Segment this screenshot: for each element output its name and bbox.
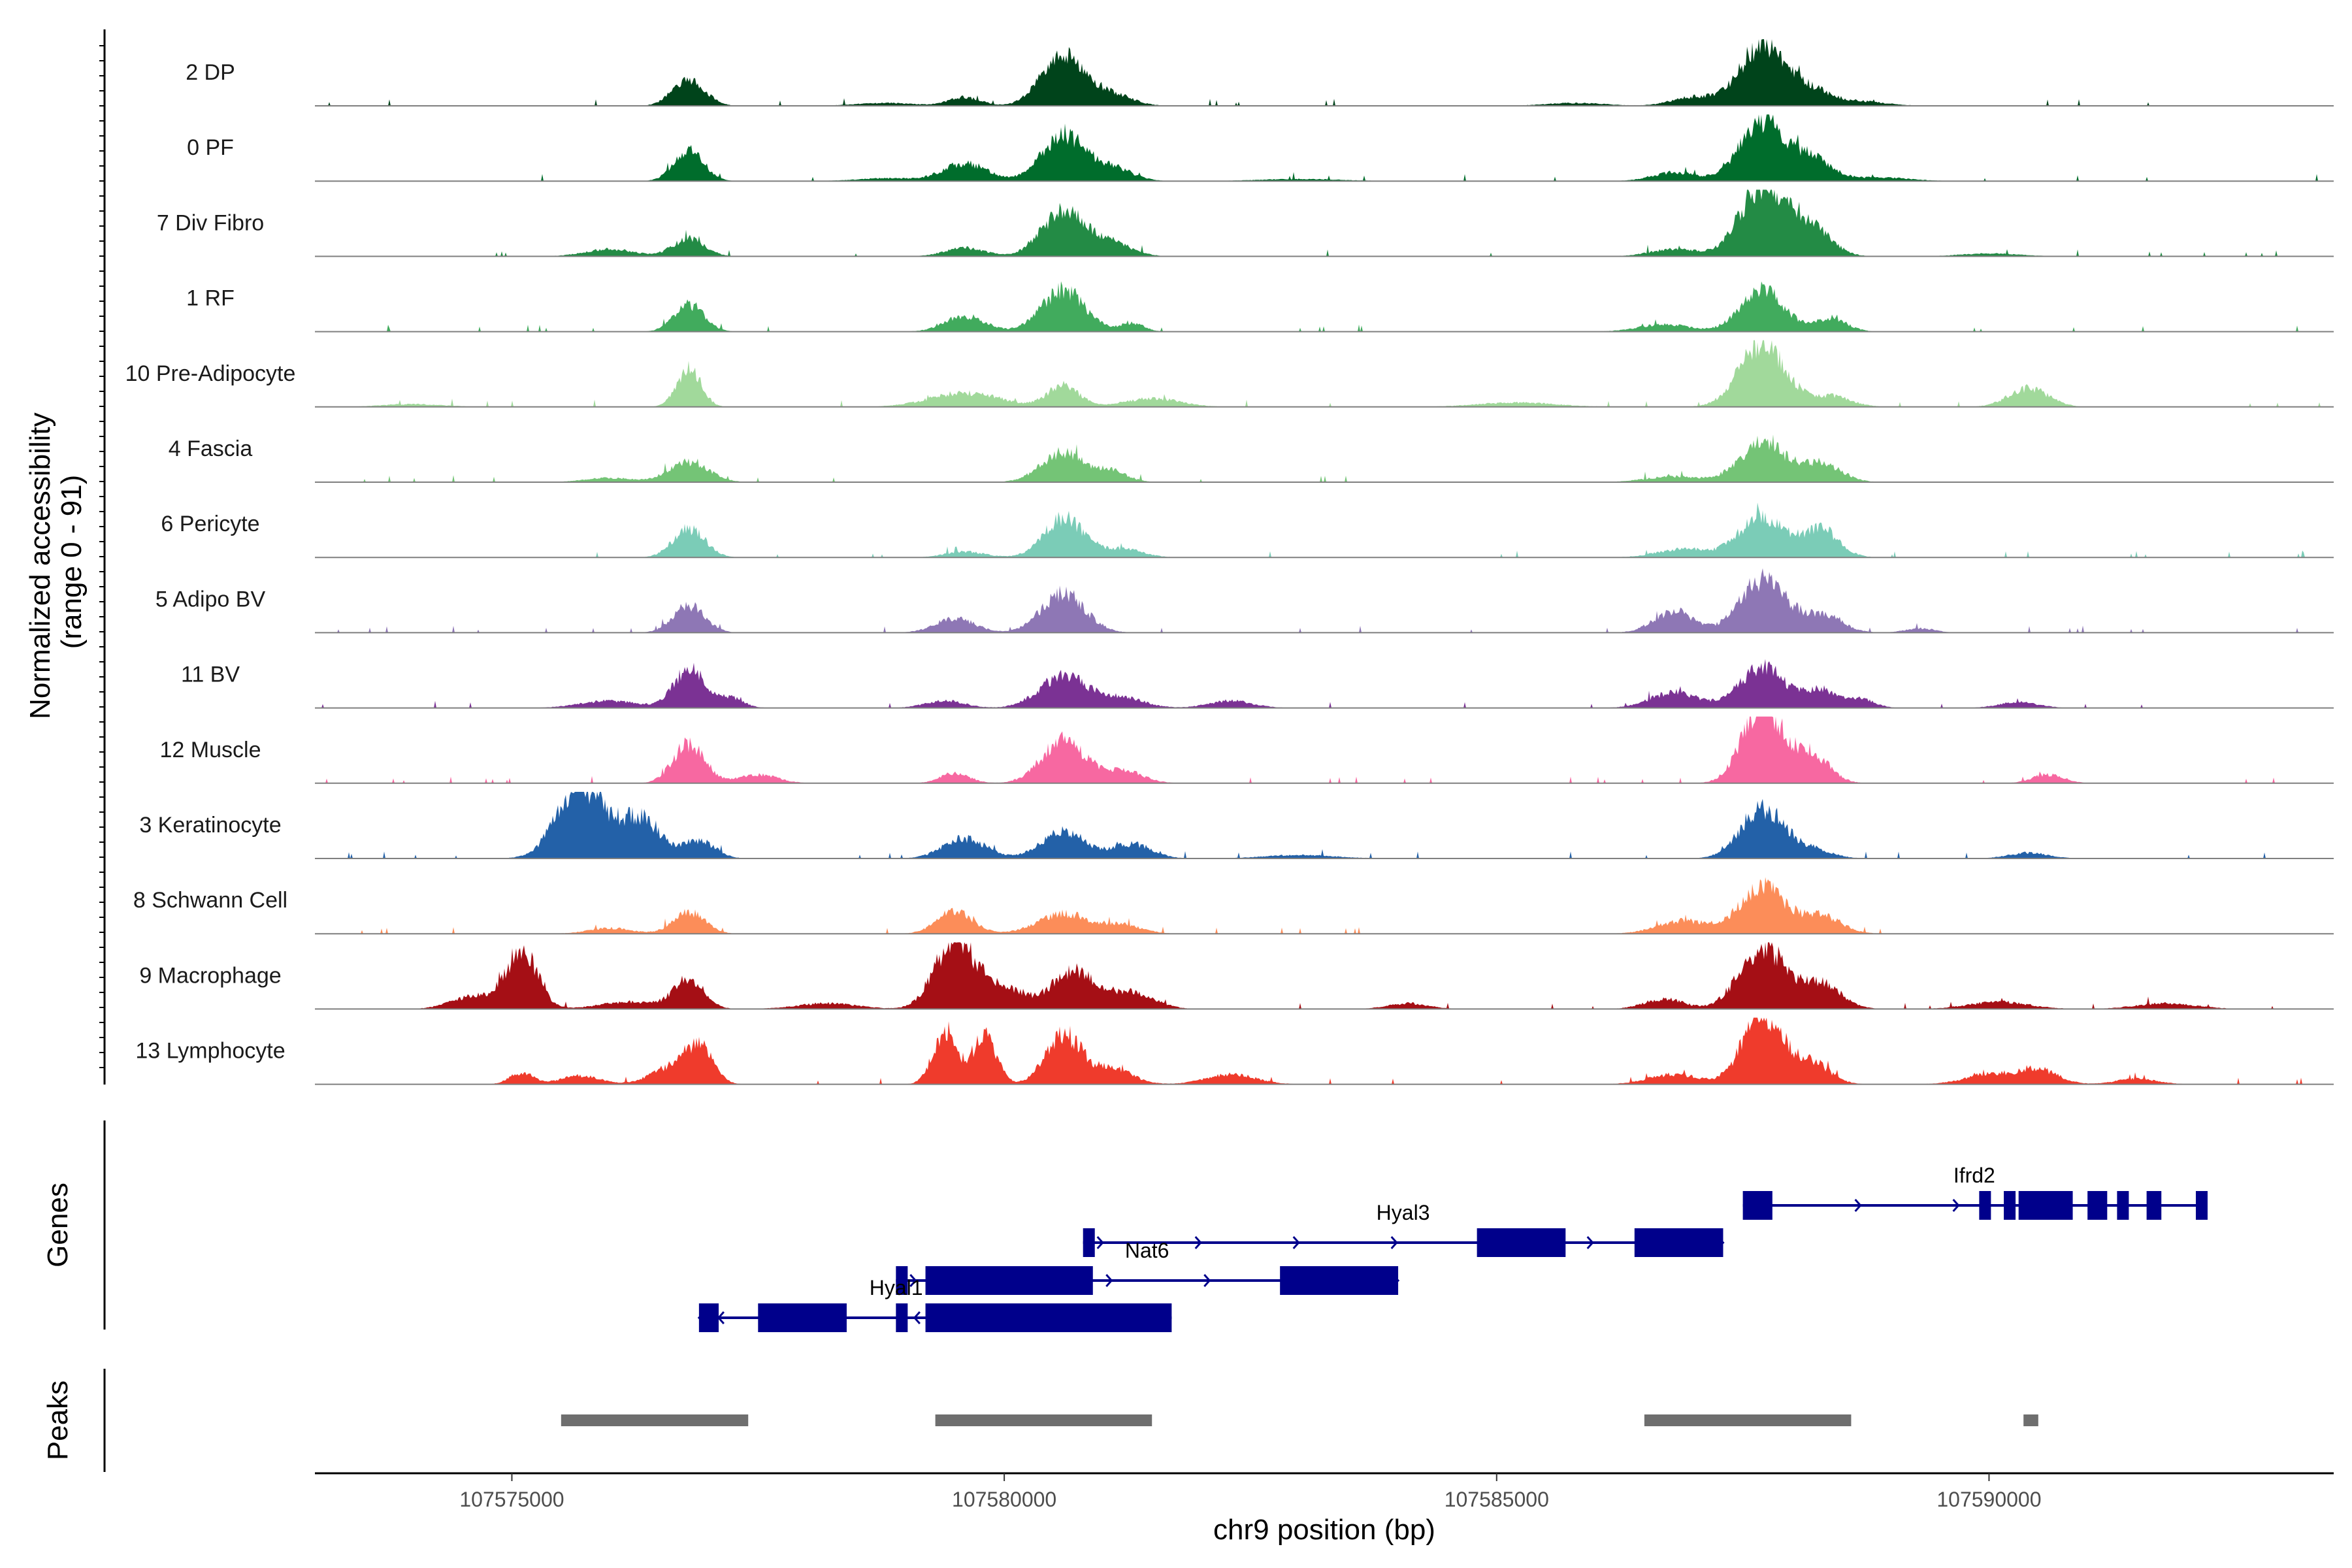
track-label: 6 Pericyte bbox=[161, 512, 259, 536]
peak-region bbox=[935, 1414, 1152, 1426]
strand-arrow bbox=[1952, 1199, 1960, 1212]
track-label: 5 Adipo BV bbox=[155, 587, 266, 612]
gene-exon bbox=[1477, 1228, 1566, 1257]
track-label: 3 Keratinocyte bbox=[139, 813, 281, 838]
gene-exon bbox=[1742, 1191, 1772, 1220]
gene-exon bbox=[925, 1303, 1172, 1332]
coverage-y-ticks bbox=[99, 45, 105, 1068]
peak-region bbox=[561, 1414, 749, 1426]
gene-exon bbox=[698, 1303, 719, 1332]
track-9: 11 BV bbox=[181, 659, 2334, 709]
track-label: 8 Schwann Cell bbox=[133, 888, 287, 913]
strand-arrow bbox=[1854, 1199, 1862, 1212]
strand-arrow bbox=[909, 1274, 917, 1287]
gene-exon bbox=[1644, 1228, 1723, 1257]
gene-hyal1: Hyal1 bbox=[697, 1276, 1172, 1332]
strand-arrow bbox=[1390, 1236, 1398, 1249]
coverage-area bbox=[315, 877, 2334, 934]
x-axis-title: chr9 position (bp) bbox=[1213, 1514, 1435, 1546]
track-label: 13 Lymphocyte bbox=[135, 1039, 285, 1064]
ylabel-line-1: Normalized accessibility bbox=[24, 412, 56, 719]
gene-label: Nat6 bbox=[1125, 1239, 1169, 1262]
strand-arrow bbox=[1096, 1236, 1104, 1249]
gene-nat6: Nat6 bbox=[896, 1239, 1400, 1295]
gene-exon bbox=[1634, 1228, 1646, 1257]
gene-exon bbox=[2146, 1191, 2162, 1220]
track-4: 1 RF bbox=[186, 281, 2334, 333]
track-7: 6 Pericyte bbox=[161, 502, 2334, 559]
strand-arrow bbox=[1203, 1274, 1211, 1287]
track-label: 11 BV bbox=[181, 662, 240, 687]
track-1: 2 DP bbox=[186, 39, 2334, 106]
coverage-area bbox=[315, 502, 2334, 558]
gene-exon bbox=[896, 1303, 908, 1332]
track-label: 2 DP bbox=[186, 60, 235, 85]
track-10: 12 Muscle bbox=[160, 716, 2334, 784]
peak-regions bbox=[561, 1414, 2038, 1426]
strand-arrow bbox=[1292, 1236, 1300, 1249]
x-tick-label: 107590000 bbox=[1936, 1488, 2041, 1511]
track-8: 5 Adipo BV bbox=[155, 568, 2334, 634]
coverage-area bbox=[315, 716, 2334, 783]
track-label: 7 Div Fibro bbox=[157, 210, 264, 235]
x-axis-ticks: 107575000 107580000 107585000 107590000 bbox=[459, 1473, 2042, 1511]
gene-exon bbox=[1979, 1191, 1991, 1220]
track-6: 4 Fascia bbox=[169, 434, 2334, 483]
track-label: 12 Muscle bbox=[160, 738, 261, 762]
gene-exon bbox=[2018, 1191, 2073, 1220]
coverage-area bbox=[315, 1017, 2334, 1085]
gene-exon bbox=[2004, 1191, 2016, 1220]
coverage-area bbox=[315, 434, 2334, 482]
gene-exon bbox=[896, 1266, 908, 1295]
peaks-panel-label: Peaks bbox=[42, 1380, 74, 1460]
x-tick-label: 107575000 bbox=[459, 1488, 564, 1511]
track-14: 13 Lymphocyte bbox=[135, 1017, 2334, 1085]
strand-arrow bbox=[1194, 1236, 1202, 1249]
x-tick-label: 107580000 bbox=[952, 1488, 1056, 1511]
peak-region bbox=[1644, 1414, 1852, 1426]
coverage-tracks: 2 DP 0 PF 7 Div Fibro 1 RF 10 Pre-Adipocyte 4… bbox=[125, 39, 2334, 1085]
coverage-area bbox=[315, 189, 2334, 257]
track-label: 4 Fascia bbox=[169, 436, 253, 461]
track-label: 1 RF bbox=[186, 286, 235, 311]
gene-label: Ifrd2 bbox=[1953, 1164, 1995, 1187]
track-3: 7 Div Fibro bbox=[157, 189, 2334, 257]
track-label: 0 PF bbox=[187, 135, 234, 160]
gene-exon bbox=[2087, 1191, 2108, 1220]
ylabel-line-2: (range 0 - 91) bbox=[56, 475, 88, 649]
track-2: 0 PF bbox=[187, 114, 2334, 182]
gene-exon bbox=[925, 1266, 1093, 1295]
gene-label: Hyal1 bbox=[870, 1276, 923, 1299]
gene-exon bbox=[2117, 1191, 2129, 1220]
strand-arrow bbox=[1586, 1236, 1594, 1249]
track-12: 8 Schwann Cell bbox=[133, 877, 2334, 935]
gene-exon bbox=[758, 1303, 847, 1332]
coverage-area bbox=[315, 942, 2334, 1009]
gene-exon bbox=[2195, 1191, 2208, 1220]
gene-exon bbox=[1280, 1266, 1399, 1295]
gene-models: Ifrd2 Hyal3 Nat6 Hyal1 bbox=[697, 1164, 2208, 1332]
x-tick-label: 107585000 bbox=[1445, 1488, 1549, 1511]
track-5: 10 Pre-Adipocyte bbox=[125, 340, 2334, 408]
track-label: 9 Macrophage bbox=[139, 963, 281, 988]
coverage-area bbox=[315, 659, 2334, 708]
gene-ifrd2: Ifrd2 bbox=[1742, 1164, 2208, 1220]
gene-hyal3: Hyal3 bbox=[1083, 1201, 1725, 1257]
track-13: 9 Macrophage bbox=[139, 942, 2334, 1010]
genes-panel-label: Genes bbox=[42, 1183, 74, 1267]
coverage-y-axis-title: Normalized accessibility (range 0 - 91) bbox=[24, 404, 88, 719]
strand-arrow bbox=[1105, 1274, 1113, 1287]
gene-label: Hyal3 bbox=[1377, 1201, 1430, 1224]
track-11: 3 Keratinocyte bbox=[139, 792, 2334, 859]
strand-arrow bbox=[913, 1311, 921, 1324]
track-label: 10 Pre-Adipocyte bbox=[125, 361, 296, 386]
gene-exon bbox=[1083, 1228, 1095, 1257]
peak-region bbox=[2023, 1414, 2038, 1426]
